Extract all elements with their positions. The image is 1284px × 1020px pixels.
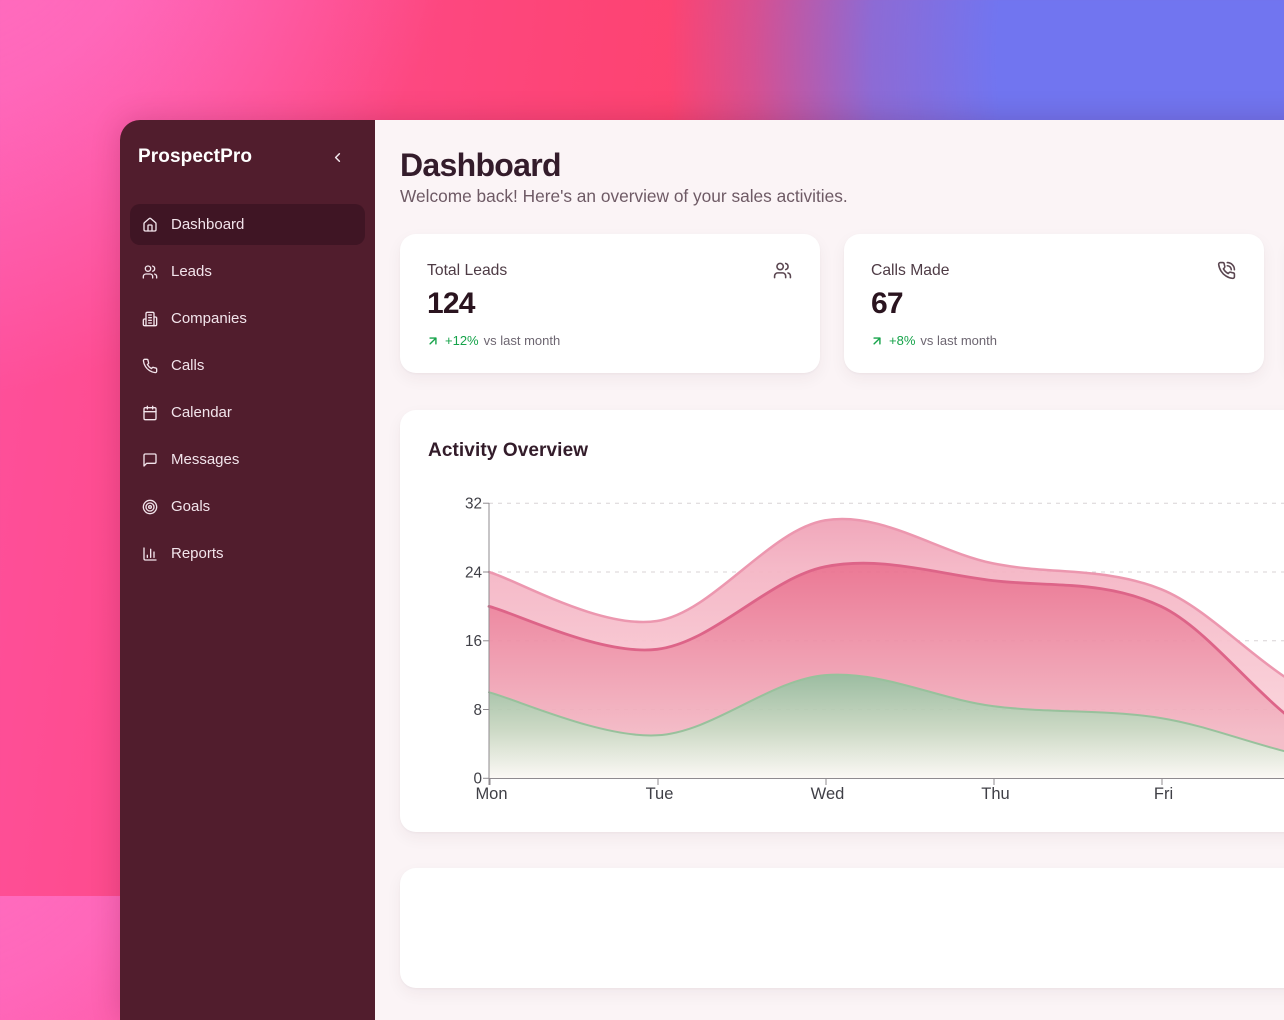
svg-text:Wed: Wed xyxy=(811,785,845,803)
svg-text:Fri: Fri xyxy=(1154,785,1173,803)
svg-text:Thu: Thu xyxy=(981,785,1009,803)
svg-text:8: 8 xyxy=(473,702,482,719)
svg-text:Mon: Mon xyxy=(475,785,507,803)
svg-text:Tue: Tue xyxy=(646,785,674,803)
svg-text:0: 0 xyxy=(473,771,482,788)
svg-text:24: 24 xyxy=(465,564,483,581)
svg-text:32: 32 xyxy=(465,496,482,513)
svg-text:16: 16 xyxy=(465,633,482,650)
